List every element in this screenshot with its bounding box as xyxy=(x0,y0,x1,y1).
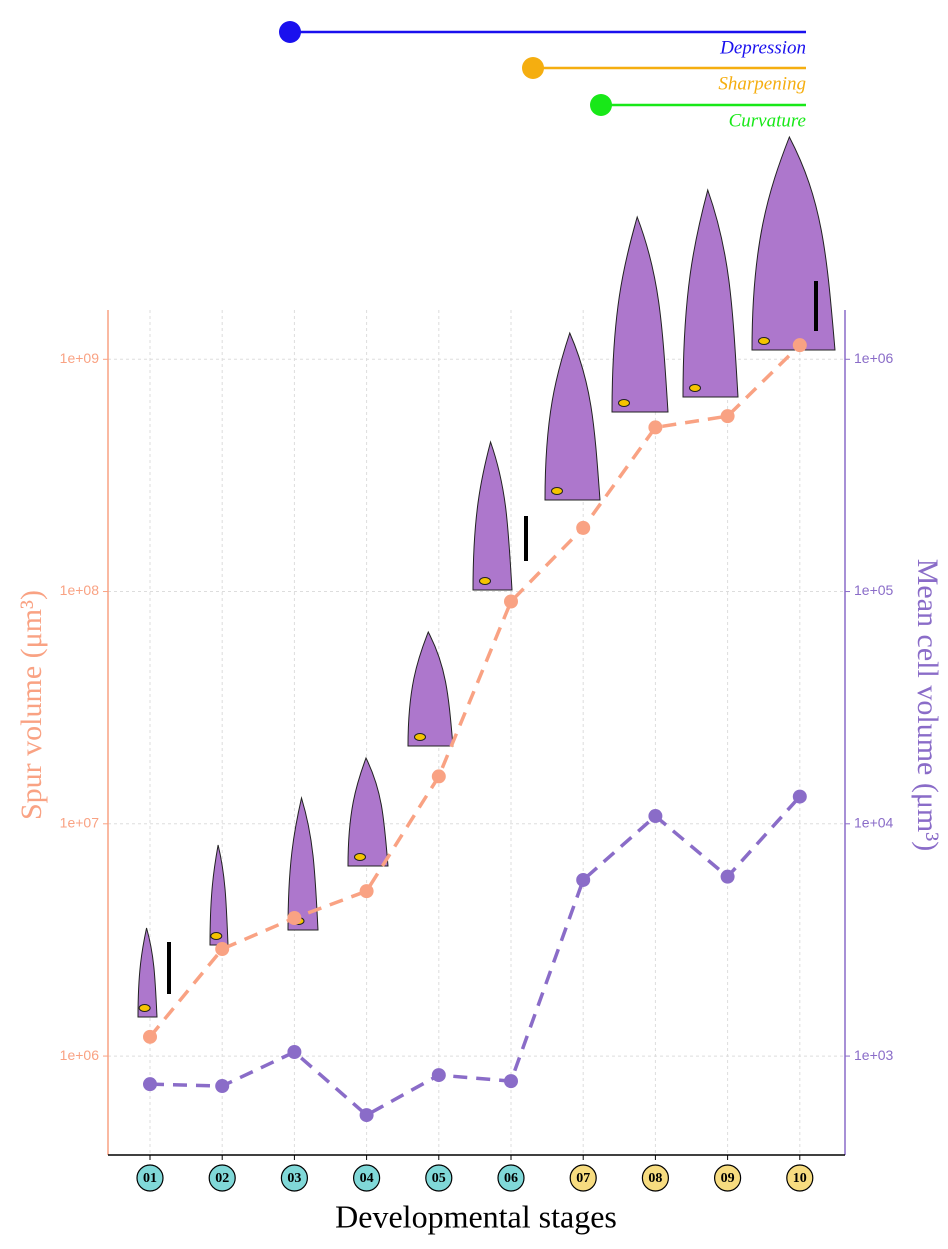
spur-shape xyxy=(544,331,601,501)
series-line xyxy=(149,795,802,1118)
series-line xyxy=(148,343,802,1038)
stage-badge xyxy=(641,1164,670,1192)
nectary xyxy=(138,1004,151,1012)
spur-shape xyxy=(472,440,513,591)
data-point xyxy=(504,1074,518,1089)
x-tick-label: 10 xyxy=(793,1171,807,1186)
nectary xyxy=(618,399,630,407)
data-point xyxy=(215,942,230,957)
x-tick-label: 05 xyxy=(432,1171,446,1186)
y2-axis-title: Mean cell volume (μm³) xyxy=(911,559,944,852)
data-point xyxy=(720,409,735,424)
y-axis-title: Spur volume (μm³) xyxy=(15,590,48,820)
annotation-dot xyxy=(522,57,544,79)
data-point xyxy=(431,1068,446,1083)
data-point xyxy=(359,884,374,899)
data-point xyxy=(215,1079,230,1094)
nectary xyxy=(479,577,491,585)
stage-badge xyxy=(353,1164,381,1192)
data-point xyxy=(576,872,591,887)
data-point xyxy=(287,911,302,926)
spur-shape xyxy=(751,135,836,351)
nectary xyxy=(551,487,563,495)
data-point xyxy=(648,420,663,435)
data-point xyxy=(576,520,591,535)
spur-shape xyxy=(611,215,669,413)
data-point xyxy=(287,1045,302,1060)
y-tick-label: 1e+08 xyxy=(60,582,100,598)
data-point xyxy=(648,809,663,824)
x-tick-label: 01 xyxy=(143,1171,157,1186)
spur-shape xyxy=(347,756,389,867)
stage-badge xyxy=(569,1164,597,1192)
stage-badge xyxy=(208,1164,236,1192)
spur-shape xyxy=(287,796,319,931)
nectary xyxy=(210,932,223,940)
data-point xyxy=(504,594,518,609)
spur-shape xyxy=(407,630,454,747)
spur-shape xyxy=(682,188,739,398)
data-point xyxy=(431,769,446,784)
nectary xyxy=(758,337,770,345)
x-axis-title: Developmental stages xyxy=(335,1198,617,1234)
y-tick-label: 1e+09 xyxy=(60,350,100,366)
x-tick-label: 07 xyxy=(576,1171,590,1186)
y2-tick-label: 1e+06 xyxy=(854,350,894,366)
x-tick-label: 04 xyxy=(360,1171,374,1186)
stage-badge xyxy=(786,1164,814,1192)
data-point xyxy=(143,1077,157,1092)
data-point xyxy=(720,869,735,884)
y-tick-label: 1e+06 xyxy=(60,1047,100,1063)
stage-badge xyxy=(425,1164,453,1192)
spur-shape xyxy=(137,927,158,1018)
stage-badge xyxy=(136,1164,164,1192)
annotation-label: Curvature xyxy=(729,110,806,131)
y2-tick-label: 1e+03 xyxy=(854,1047,894,1063)
x-tick-label: 06 xyxy=(504,1171,518,1186)
annotation-label: Sharpening xyxy=(718,73,806,94)
stage-badge xyxy=(713,1164,742,1192)
data-point xyxy=(792,789,807,804)
annotation-dot xyxy=(590,94,612,116)
y-tick-label: 1e+07 xyxy=(60,815,100,831)
nectary xyxy=(689,384,701,392)
x-tick-label: 08 xyxy=(648,1171,662,1186)
stage-badge xyxy=(497,1164,525,1192)
y2-tick-label: 1e+04 xyxy=(854,815,894,831)
y2-tick-label: 1e+05 xyxy=(854,582,894,598)
x-tick-label: 02 xyxy=(215,1171,229,1186)
nectary xyxy=(354,853,366,861)
data-point xyxy=(792,338,807,353)
data-point xyxy=(359,1108,374,1123)
nectary xyxy=(414,733,426,741)
x-tick-label: 09 xyxy=(721,1171,735,1186)
x-tick-label: 03 xyxy=(287,1171,301,1186)
stage-badge xyxy=(280,1164,308,1192)
spur-shape xyxy=(209,844,229,946)
annotation-label: Depression xyxy=(719,37,806,58)
annotation-dot xyxy=(279,21,301,43)
data-point xyxy=(143,1029,157,1044)
